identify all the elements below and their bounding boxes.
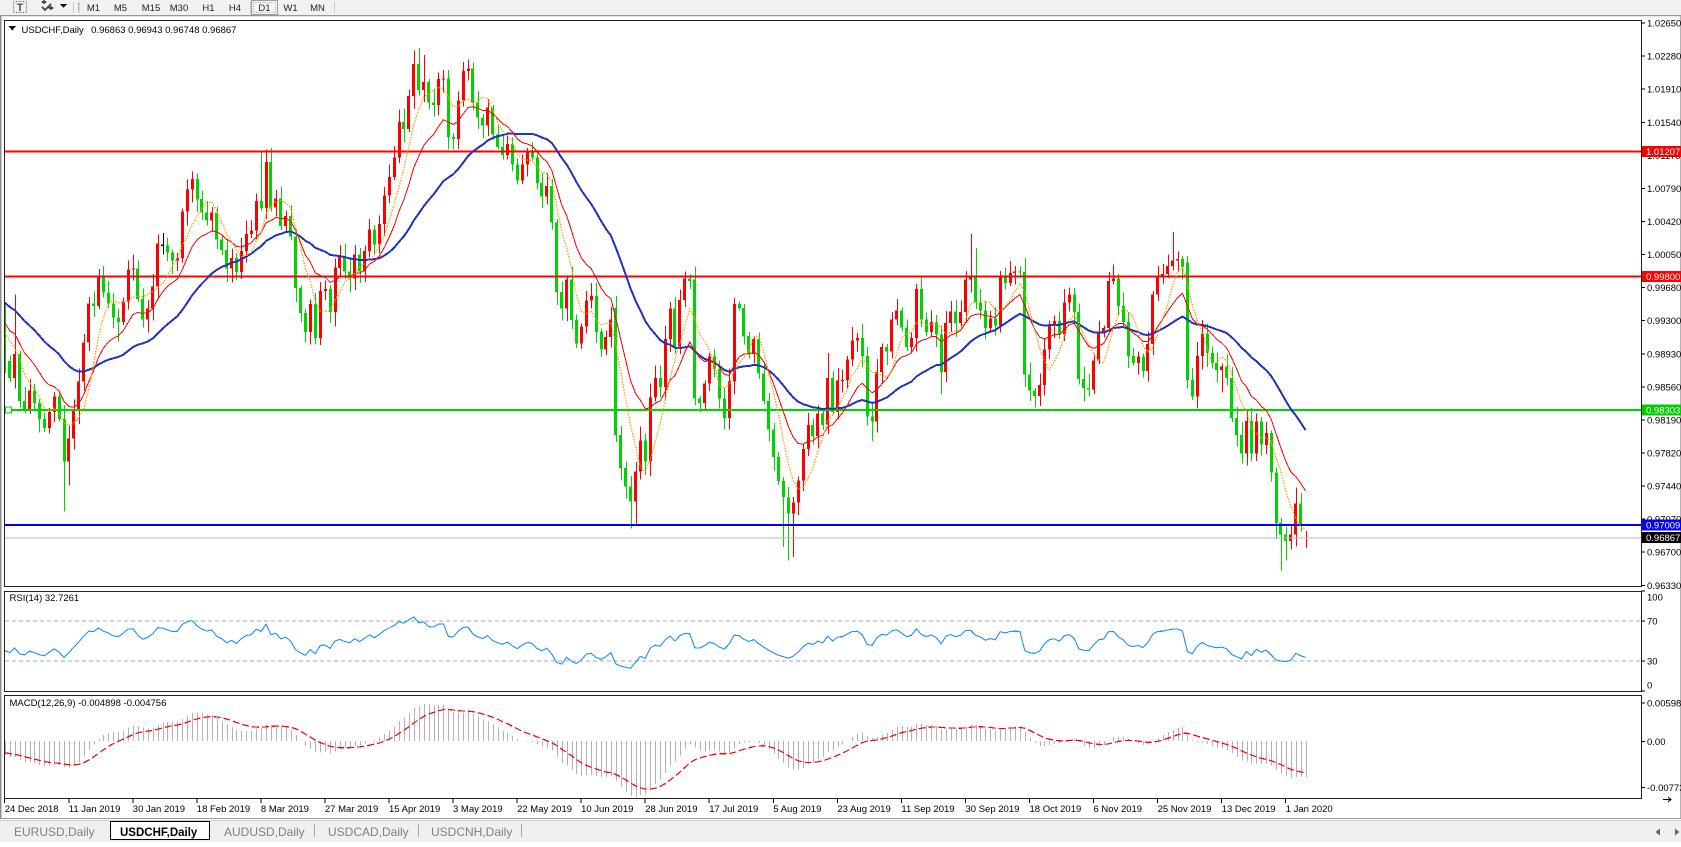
svg-text:MACD(12,26,9) -0.004898 -0.004: MACD(12,26,9) -0.004898 -0.004756 xyxy=(10,698,167,709)
svg-text:USDCHF,Daily: USDCHF,Daily xyxy=(120,827,198,839)
svg-text:5 Aug 2019: 5 Aug 2019 xyxy=(773,804,821,815)
svg-text:1.00050: 1.00050 xyxy=(1647,250,1681,261)
svg-text:11 Jan 2019: 11 Jan 2019 xyxy=(69,804,121,815)
svg-text:D1: D1 xyxy=(258,3,270,14)
svg-text:H1: H1 xyxy=(202,3,214,14)
svg-text:MN: MN xyxy=(310,3,325,14)
svg-text:0.005986: 0.005986 xyxy=(1647,699,1681,710)
svg-text:27 Mar 2019: 27 Mar 2019 xyxy=(325,804,378,815)
svg-text:8 Mar 2019: 8 Mar 2019 xyxy=(261,804,309,815)
svg-text:0.99680: 0.99680 xyxy=(1647,283,1681,294)
svg-text:H4: H4 xyxy=(229,3,241,14)
svg-text:0: 0 xyxy=(1647,680,1652,691)
svg-text:0.96700: 0.96700 xyxy=(1647,548,1681,559)
svg-text:M30: M30 xyxy=(170,3,188,14)
svg-text:1.02650: 1.02650 xyxy=(1647,19,1681,30)
svg-text:T: T xyxy=(17,2,24,14)
svg-text:M1: M1 xyxy=(87,3,100,14)
svg-text:28 Jun 2019: 28 Jun 2019 xyxy=(645,804,697,815)
svg-text:0.98190: 0.98190 xyxy=(1647,415,1681,426)
svg-text:70: 70 xyxy=(1647,616,1658,627)
svg-text:USDCNH,Daily: USDCNH,Daily xyxy=(431,825,512,839)
svg-text:100: 100 xyxy=(1647,592,1663,603)
svg-text:1.01910: 1.01910 xyxy=(1647,85,1681,96)
svg-text:24 Dec 2018: 24 Dec 2018 xyxy=(5,804,59,815)
svg-text:0.98560: 0.98560 xyxy=(1647,382,1681,393)
svg-text:0.98303: 0.98303 xyxy=(1646,405,1680,416)
svg-text:15 Apr 2019: 15 Apr 2019 xyxy=(389,804,440,815)
svg-text:23 Aug 2019: 23 Aug 2019 xyxy=(837,804,890,815)
svg-text:11 Sep 2019: 11 Sep 2019 xyxy=(901,804,954,815)
svg-text:0.96867: 0.96867 xyxy=(1646,533,1680,544)
svg-text:1.00420: 1.00420 xyxy=(1647,217,1681,228)
svg-text:1.00790: 1.00790 xyxy=(1647,184,1681,195)
svg-text:EURUSD,Daily: EURUSD,Daily xyxy=(14,825,95,839)
svg-text:3 May 2019: 3 May 2019 xyxy=(453,804,503,815)
svg-text:-0.00773: -0.00773 xyxy=(1647,783,1681,794)
svg-text:0.99800: 0.99800 xyxy=(1646,272,1680,283)
svg-text:30 Sep 2019: 30 Sep 2019 xyxy=(966,804,1020,815)
svg-text:0.00: 0.00 xyxy=(1647,737,1666,748)
svg-text:AUDUSD,Daily: AUDUSD,Daily xyxy=(224,825,305,839)
svg-text:13 Dec 2019: 13 Dec 2019 xyxy=(1222,804,1276,815)
svg-text:10 Jun 2019: 10 Jun 2019 xyxy=(581,804,633,815)
svg-text:0.97440: 0.97440 xyxy=(1647,482,1681,493)
svg-text:1.02280: 1.02280 xyxy=(1647,52,1681,63)
svg-text:18 Oct 2019: 18 Oct 2019 xyxy=(1030,804,1082,815)
svg-text:6 Nov 2019: 6 Nov 2019 xyxy=(1094,804,1143,815)
svg-text:0.96330: 0.96330 xyxy=(1647,581,1681,592)
svg-text:0.97009: 0.97009 xyxy=(1646,520,1680,531)
svg-text:18 Feb 2019: 18 Feb 2019 xyxy=(197,804,250,815)
svg-text:1 Jan 2020: 1 Jan 2020 xyxy=(1286,804,1333,815)
svg-text:RSI(14) 32.7261: RSI(14) 32.7261 xyxy=(10,593,80,604)
svg-text:30: 30 xyxy=(1647,656,1658,667)
svg-text:W1: W1 xyxy=(283,3,297,14)
svg-text:30 Jan 2019: 30 Jan 2019 xyxy=(133,804,185,815)
svg-text:1.01540: 1.01540 xyxy=(1647,118,1681,129)
svg-text:0.97820: 0.97820 xyxy=(1647,449,1681,460)
svg-text:USDCHF,Daily 0.96863 0.96943: USDCHF,Daily 0.96863 0.96943 0.96748 0.9… xyxy=(22,25,237,36)
svg-text:M5: M5 xyxy=(114,3,127,14)
svg-text:22 May 2019: 22 May 2019 xyxy=(517,804,572,815)
svg-text:0.99300: 0.99300 xyxy=(1647,316,1681,327)
svg-text:25 Nov 2019: 25 Nov 2019 xyxy=(1158,804,1212,815)
svg-text:1.01207: 1.01207 xyxy=(1646,147,1680,158)
svg-text:0.98930: 0.98930 xyxy=(1647,349,1681,360)
svg-text:USDCAD,Daily: USDCAD,Daily xyxy=(328,825,409,839)
svg-text:17 Jul 2019: 17 Jul 2019 xyxy=(709,804,758,815)
svg-text:M15: M15 xyxy=(142,3,160,14)
